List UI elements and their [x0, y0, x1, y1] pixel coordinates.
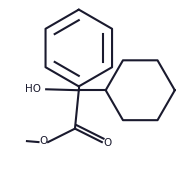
Text: HO: HO — [25, 84, 41, 94]
Text: O: O — [39, 136, 47, 146]
Text: O: O — [103, 138, 111, 148]
